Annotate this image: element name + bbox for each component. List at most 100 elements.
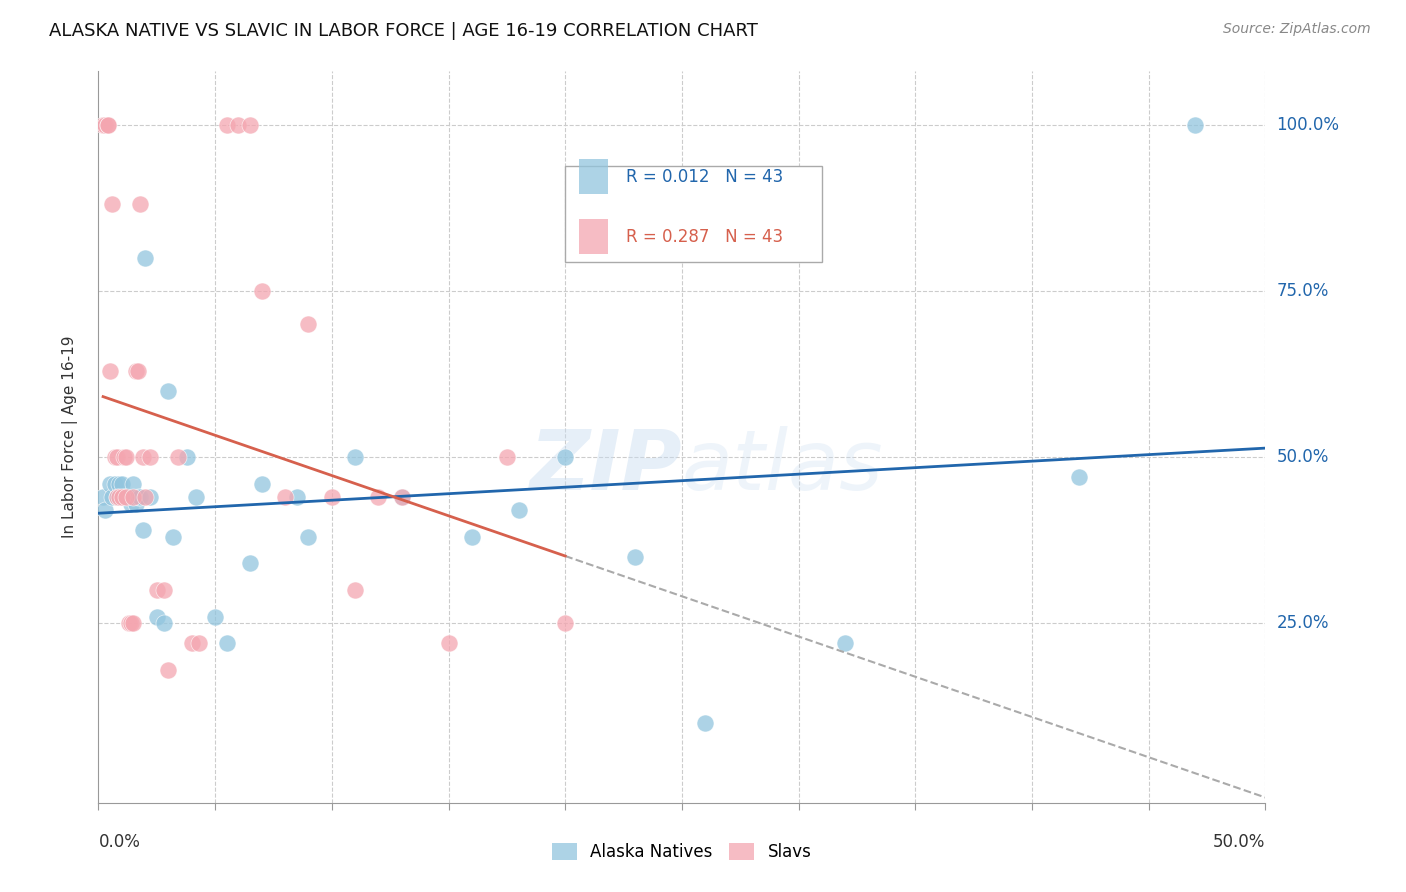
Point <box>104 450 127 464</box>
Point <box>250 476 273 491</box>
Point <box>180 636 202 650</box>
Text: 100.0%: 100.0% <box>1277 116 1340 134</box>
Point <box>120 497 142 511</box>
Point <box>695 716 717 731</box>
Point <box>239 118 262 132</box>
Point <box>321 490 343 504</box>
Point <box>134 490 156 504</box>
Point <box>132 523 155 537</box>
Text: 25.0%: 25.0% <box>1277 615 1329 632</box>
Point <box>122 476 145 491</box>
Point <box>437 636 460 650</box>
Point <box>105 490 128 504</box>
Point <box>187 636 209 650</box>
Text: 50.0%: 50.0% <box>1277 448 1329 466</box>
Point <box>111 476 134 491</box>
Point <box>152 582 174 597</box>
Text: 50.0%: 50.0% <box>1213 833 1265 851</box>
Text: ZIP: ZIP <box>529 425 682 507</box>
Point <box>134 251 156 265</box>
Point <box>139 490 162 504</box>
Point <box>98 363 121 377</box>
Point <box>101 197 124 211</box>
Legend: Alaska Natives, Slavs: Alaska Natives, Slavs <box>546 836 818 868</box>
Point <box>139 450 162 464</box>
Point <box>176 450 198 464</box>
Point <box>461 530 484 544</box>
FancyBboxPatch shape <box>579 219 609 254</box>
Point <box>297 530 319 544</box>
Point <box>125 497 148 511</box>
Point <box>104 476 127 491</box>
Point <box>127 363 149 377</box>
Point <box>91 490 114 504</box>
Point <box>1184 118 1206 132</box>
Point <box>297 317 319 331</box>
Point <box>344 582 367 597</box>
Point <box>108 490 131 504</box>
Point <box>274 490 297 504</box>
Point <box>250 284 273 298</box>
Point <box>112 450 135 464</box>
Point <box>91 118 114 132</box>
Text: ALASKA NATIVE VS SLAVIC IN LABOR FORCE | AGE 16-19 CORRELATION CHART: ALASKA NATIVE VS SLAVIC IN LABOR FORCE |… <box>49 22 758 40</box>
Point <box>285 490 308 504</box>
Point <box>129 490 152 504</box>
Point <box>115 490 138 504</box>
Point <box>166 450 188 464</box>
Point <box>98 476 121 491</box>
Point <box>105 490 128 504</box>
Point <box>215 636 238 650</box>
Point <box>496 450 519 464</box>
Text: Source: ZipAtlas.com: Source: ZipAtlas.com <box>1223 22 1371 37</box>
Point <box>120 616 142 631</box>
Point <box>97 118 120 132</box>
Point <box>122 490 145 504</box>
Point <box>344 450 367 464</box>
Point <box>122 616 145 631</box>
Point <box>215 118 238 132</box>
Point <box>146 609 169 624</box>
Text: R = 0.287   N = 43: R = 0.287 N = 43 <box>626 227 783 245</box>
Point <box>1067 470 1090 484</box>
Text: R = 0.012   N = 43: R = 0.012 N = 43 <box>626 168 783 186</box>
Point <box>118 490 141 504</box>
Point <box>186 490 208 504</box>
Point <box>115 490 138 504</box>
Point <box>146 582 169 597</box>
Point <box>554 616 576 631</box>
Point <box>112 490 135 504</box>
Point <box>239 557 262 571</box>
Point <box>115 450 138 464</box>
Point <box>162 530 184 544</box>
Y-axis label: In Labor Force | Age 16-19: In Labor Force | Age 16-19 <box>62 335 77 539</box>
Point <box>118 616 141 631</box>
Point <box>157 384 180 398</box>
Point <box>122 490 145 504</box>
Point <box>508 503 530 517</box>
Point <box>108 476 131 491</box>
Point <box>101 490 124 504</box>
Point <box>554 450 576 464</box>
Point <box>132 450 155 464</box>
Point <box>624 549 647 564</box>
Point <box>127 490 149 504</box>
Text: 0.0%: 0.0% <box>98 833 141 851</box>
Point <box>129 197 152 211</box>
Point <box>94 503 117 517</box>
Point <box>157 663 180 677</box>
Point <box>204 609 226 624</box>
Point <box>111 490 134 504</box>
Point <box>105 450 128 464</box>
Point <box>228 118 250 132</box>
Point <box>391 490 413 504</box>
Point <box>152 616 174 631</box>
Text: atlas: atlas <box>682 425 883 507</box>
Point <box>834 636 856 650</box>
FancyBboxPatch shape <box>579 159 609 194</box>
Point <box>367 490 389 504</box>
FancyBboxPatch shape <box>565 167 823 261</box>
Point <box>111 490 134 504</box>
Point <box>125 363 148 377</box>
Point <box>94 118 117 132</box>
